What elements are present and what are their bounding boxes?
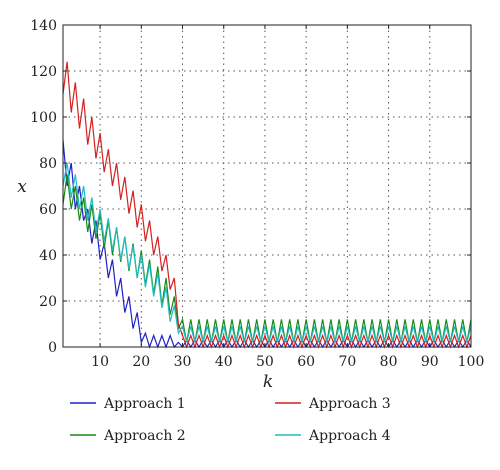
x-tick-label: 100 bbox=[458, 354, 485, 370]
y-tick-label: 0 bbox=[48, 340, 57, 356]
y-tick-label: 100 bbox=[30, 110, 57, 126]
legend-label: Approach 4 bbox=[308, 428, 391, 444]
y-tick-label: 20 bbox=[39, 294, 57, 310]
legend-label: Approach 1 bbox=[103, 396, 186, 412]
x-axis-label: k bbox=[263, 372, 273, 392]
y-axis-label: x bbox=[17, 177, 27, 197]
x-tick-label: 60 bbox=[297, 354, 315, 370]
series-line-approach-3 bbox=[62, 61, 472, 349]
series-line-approach-2 bbox=[62, 174, 472, 343]
y-tick-label: 80 bbox=[39, 156, 57, 172]
y-tick-label: 140 bbox=[30, 18, 57, 34]
x-tick-label: 10 bbox=[91, 354, 109, 370]
series-line-approach-1 bbox=[62, 139, 472, 349]
x-tick-label: 50 bbox=[256, 354, 274, 370]
x-tick-label: 20 bbox=[132, 354, 150, 370]
grid-lines bbox=[63, 25, 471, 347]
legend-label: Approach 2 bbox=[103, 428, 186, 444]
y-tick-label: 60 bbox=[39, 202, 57, 218]
y-tick-label: 40 bbox=[39, 248, 57, 264]
plot-area bbox=[62, 61, 472, 349]
plot-frame bbox=[62, 24, 472, 348]
series-line-approach-4 bbox=[62, 162, 472, 343]
x-tick-label: 40 bbox=[215, 354, 233, 370]
legend-label: Approach 3 bbox=[308, 396, 391, 412]
x-axis-ticks: 10 20 30 40 50 60 70 80 90 100 bbox=[91, 25, 484, 370]
x-tick-label: 80 bbox=[380, 354, 398, 370]
y-axis-ticks: 0 20 40 60 80 100 120 140 bbox=[30, 18, 471, 356]
y-tick-label: 120 bbox=[30, 64, 57, 80]
legend: Approach 1 Approach 2 Approach 3 Approach 4 bbox=[70, 396, 391, 444]
x-tick-label: 70 bbox=[338, 354, 356, 370]
x-tick-label: 90 bbox=[421, 354, 439, 370]
x-tick-label: 30 bbox=[174, 354, 192, 370]
